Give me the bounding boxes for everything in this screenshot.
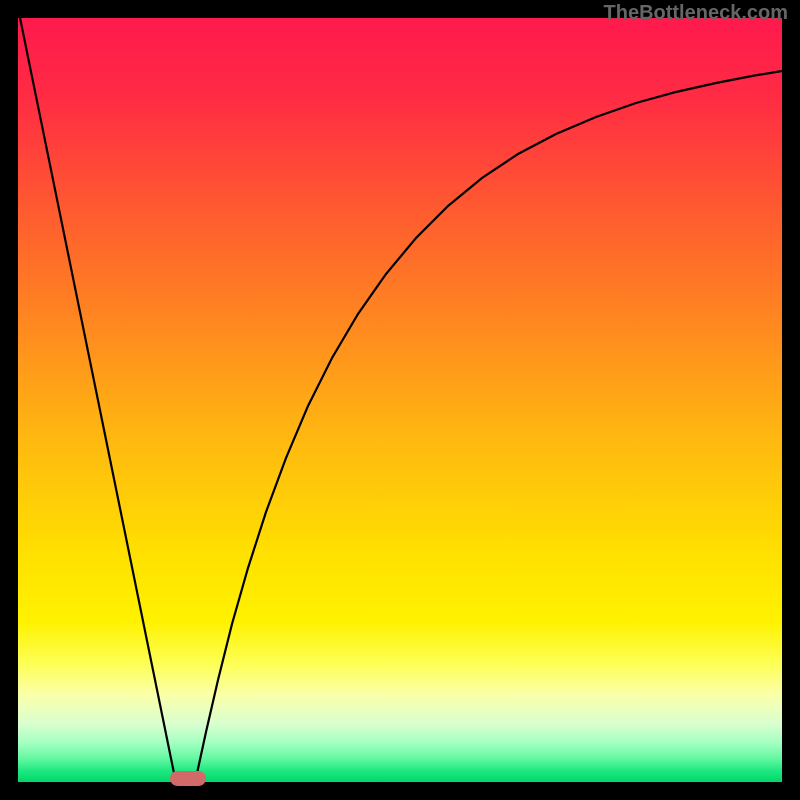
left-line bbox=[18, 8, 175, 778]
watermark-text: TheBottleneck.com bbox=[604, 2, 788, 25]
plot-area bbox=[18, 18, 782, 782]
curve-overlay bbox=[18, 18, 782, 782]
chart-container: TheBottleneck.com bbox=[0, 0, 800, 800]
bottleneck-marker bbox=[170, 771, 206, 786]
right-curve bbox=[196, 71, 782, 778]
